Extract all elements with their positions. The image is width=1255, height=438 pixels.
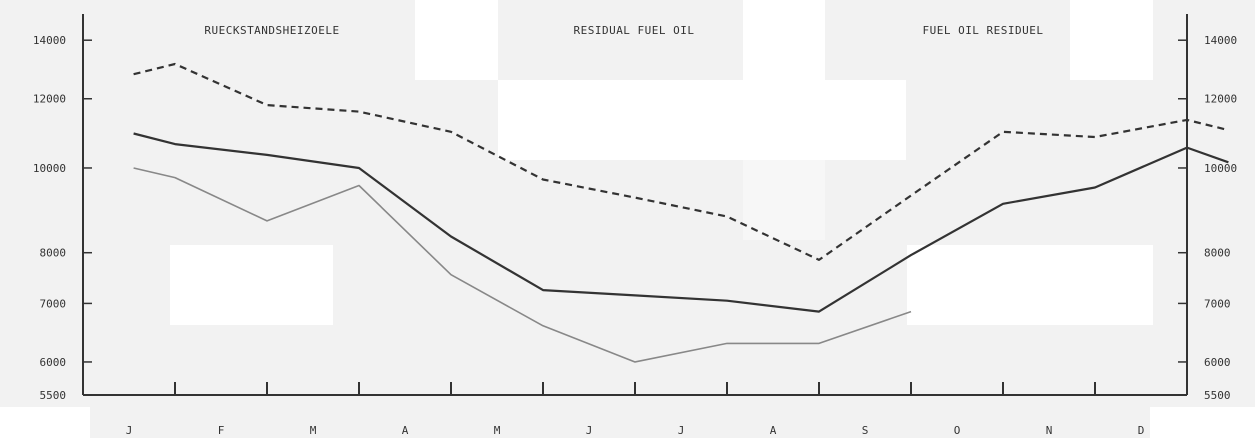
chart-title-fr: FUEL OIL RESIDUEL [922,24,1043,37]
series-layer [133,62,1229,363]
left-y-tick-label: 8000 [40,247,67,260]
left-y-ticks: 5500 6000 7000 8000 10000 12000 14000 [33,34,92,402]
right-y-tick-label: 5500 [1204,389,1231,402]
x-tick-label: D [1138,424,1145,437]
series-line-2 [133,132,1229,313]
x-tick-label: M [310,424,317,437]
x-tick-label: S [862,424,869,437]
right-y-tick-label: 12000 [1204,93,1237,106]
x-tick-label: A [402,424,409,437]
right-y-tick-label: 6000 [1204,356,1231,369]
x-tick-label: J [586,424,593,437]
x-ticks [174,382,1096,395]
chart-title-de: RUECKSTANDSHEIZOELE [204,24,339,37]
x-tick-label: F [218,424,225,437]
left-y-tick-label: 6000 [40,356,67,369]
title-group: RUECKSTANDSHEIZOELE RESIDUAL FUEL OIL FU… [204,24,1043,37]
right-y-tick-label: 14000 [1204,34,1237,47]
right-y-tick-label: 8000 [1204,247,1231,260]
left-y-tick-label: 5500 [40,389,67,402]
series-line-1 [133,62,1229,261]
series-line-3 [133,167,912,363]
x-tick-label: A [770,424,777,437]
x-tick-label: O [954,424,961,437]
x-tick-label: N [1046,424,1053,437]
right-y-tick-label: 7000 [1204,297,1231,310]
right-y-tick-label: 10000 [1204,162,1237,175]
chart-title-en: RESIDUAL FUEL OIL [573,24,694,37]
left-y-tick-label: 12000 [33,93,66,106]
left-y-tick-label: 14000 [33,34,66,47]
left-y-tick-label: 10000 [33,162,66,175]
left-y-tick-label: 7000 [40,297,67,310]
x-tick-label: J [678,424,685,437]
right-y-ticks: 5500 6000 7000 8000 10000 12000 14000 [1178,34,1237,402]
x-tick-label: M [494,424,501,437]
x-tick-label: J [126,424,133,437]
